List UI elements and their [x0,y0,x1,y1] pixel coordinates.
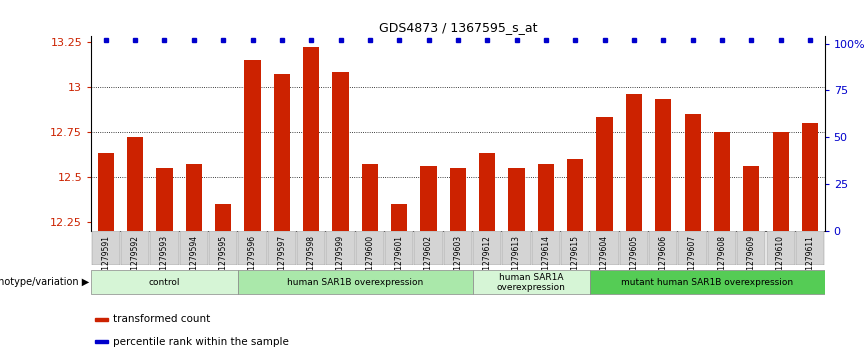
Bar [626,94,642,231]
Text: GSM1279605: GSM1279605 [629,234,638,286]
Bar [273,74,290,231]
FancyBboxPatch shape [414,231,443,265]
Text: percentile rank within the sample: percentile rank within the sample [113,337,289,347]
Bar [420,166,437,231]
Text: GSM1279592: GSM1279592 [131,234,140,286]
FancyBboxPatch shape [561,231,589,265]
FancyBboxPatch shape [326,231,355,265]
Bar [479,153,496,231]
Text: control: control [148,278,181,287]
FancyBboxPatch shape [766,231,795,265]
Bar [362,164,378,231]
Text: GSM1279613: GSM1279613 [512,234,521,286]
Bar [538,164,554,231]
Text: GSM1279595: GSM1279595 [219,234,227,286]
FancyBboxPatch shape [473,231,502,265]
FancyBboxPatch shape [707,231,736,265]
FancyBboxPatch shape [92,231,120,265]
Bar [743,166,760,231]
Bar [596,117,613,231]
FancyBboxPatch shape [180,231,208,265]
FancyBboxPatch shape [503,231,530,265]
FancyBboxPatch shape [91,270,238,294]
FancyBboxPatch shape [590,270,825,294]
Text: GSM1279593: GSM1279593 [160,234,169,286]
Bar [215,204,231,231]
FancyBboxPatch shape [649,231,677,265]
FancyBboxPatch shape [209,231,237,265]
FancyBboxPatch shape [796,231,824,265]
Bar [98,153,114,231]
Bar [802,123,818,231]
FancyBboxPatch shape [121,231,149,265]
Text: GSM1279612: GSM1279612 [483,234,491,286]
Text: GSM1279606: GSM1279606 [659,234,667,286]
Bar [156,168,173,231]
Text: GSM1279607: GSM1279607 [688,234,697,286]
FancyBboxPatch shape [590,231,619,265]
Text: GSM1279591: GSM1279591 [102,234,110,286]
Bar [567,159,583,231]
Bar [450,168,466,231]
FancyBboxPatch shape [356,231,384,265]
Text: mutant human SAR1B overexpression: mutant human SAR1B overexpression [621,278,793,287]
Text: GSM1279609: GSM1279609 [746,234,756,286]
Text: GSM1279594: GSM1279594 [189,234,198,286]
Bar [186,164,202,231]
Text: GSM1279599: GSM1279599 [336,234,345,286]
FancyBboxPatch shape [472,270,590,294]
Text: GSM1279600: GSM1279600 [365,234,374,286]
FancyBboxPatch shape [385,231,413,265]
Bar [332,72,349,231]
Text: GSM1279602: GSM1279602 [424,234,433,286]
Text: GSM1279614: GSM1279614 [542,234,550,286]
Bar [655,99,671,231]
Text: GSM1279596: GSM1279596 [248,234,257,286]
Bar [95,340,108,343]
Text: GSM1279611: GSM1279611 [806,234,814,286]
Text: genotype/variation ▶: genotype/variation ▶ [0,277,89,287]
Title: GDS4873 / 1367595_s_at: GDS4873 / 1367595_s_at [378,21,537,34]
FancyBboxPatch shape [679,231,707,265]
FancyBboxPatch shape [737,231,766,265]
Bar [391,204,407,231]
Bar [713,132,730,231]
Bar [95,318,108,321]
FancyBboxPatch shape [267,231,296,265]
FancyBboxPatch shape [239,231,266,265]
Text: GSM1279615: GSM1279615 [571,234,580,286]
Bar [509,168,524,231]
Text: GSM1279598: GSM1279598 [306,234,316,286]
Text: GSM1279610: GSM1279610 [776,234,785,286]
Text: GSM1279597: GSM1279597 [278,234,286,286]
Bar [127,137,143,231]
Text: GSM1279603: GSM1279603 [453,234,463,286]
Text: human SAR1A
overexpression: human SAR1A overexpression [496,273,566,292]
Text: human SAR1B overexpression: human SAR1B overexpression [287,278,424,287]
Text: GSM1279604: GSM1279604 [600,234,609,286]
Bar [773,132,789,231]
FancyBboxPatch shape [620,231,648,265]
Text: GSM1279601: GSM1279601 [395,234,404,286]
Bar [303,47,319,231]
FancyBboxPatch shape [532,231,560,265]
Text: GSM1279608: GSM1279608 [718,234,727,286]
FancyBboxPatch shape [444,231,472,265]
FancyBboxPatch shape [238,270,472,294]
Bar [245,60,260,231]
FancyBboxPatch shape [297,231,326,265]
FancyBboxPatch shape [150,231,179,265]
Bar [685,114,700,231]
Text: transformed count: transformed count [113,314,210,324]
